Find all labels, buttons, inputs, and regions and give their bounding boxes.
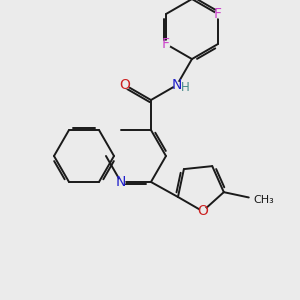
Text: N: N xyxy=(172,78,182,92)
Text: N: N xyxy=(116,175,126,189)
Text: O: O xyxy=(197,204,208,218)
Text: F: F xyxy=(162,37,170,51)
Text: H: H xyxy=(181,81,190,94)
Text: CH₃: CH₃ xyxy=(253,196,274,206)
Text: O: O xyxy=(119,78,130,92)
Text: F: F xyxy=(214,7,222,21)
